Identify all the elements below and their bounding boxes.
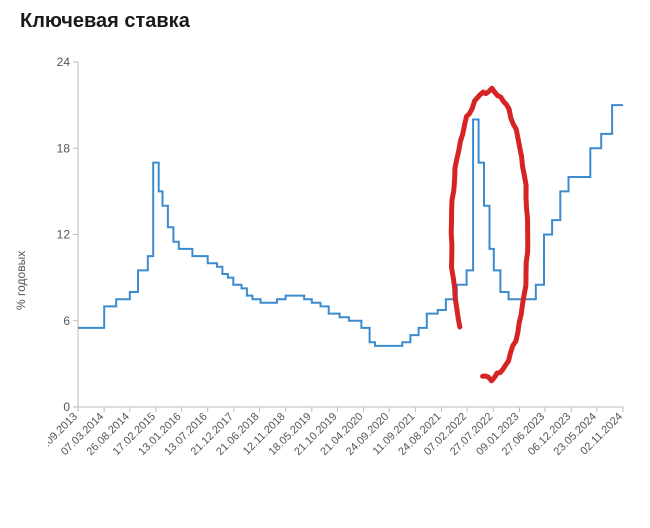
svg-text:12: 12 [57, 228, 71, 242]
y-axis-label: % годовых [14, 251, 28, 310]
plot-area: 0612182417.09.201307.03.201426.08.201417… [48, 52, 628, 412]
svg-text:6: 6 [63, 314, 70, 328]
chart-frame: Ключевая ставка % годовых 0612182417.09.… [0, 0, 650, 528]
svg-text:24: 24 [57, 55, 71, 69]
chart-svg: 0612182417.09.201307.03.201426.08.201417… [48, 52, 628, 522]
svg-text:18: 18 [57, 141, 71, 155]
chart-title: Ключевая ставка [20, 10, 190, 33]
